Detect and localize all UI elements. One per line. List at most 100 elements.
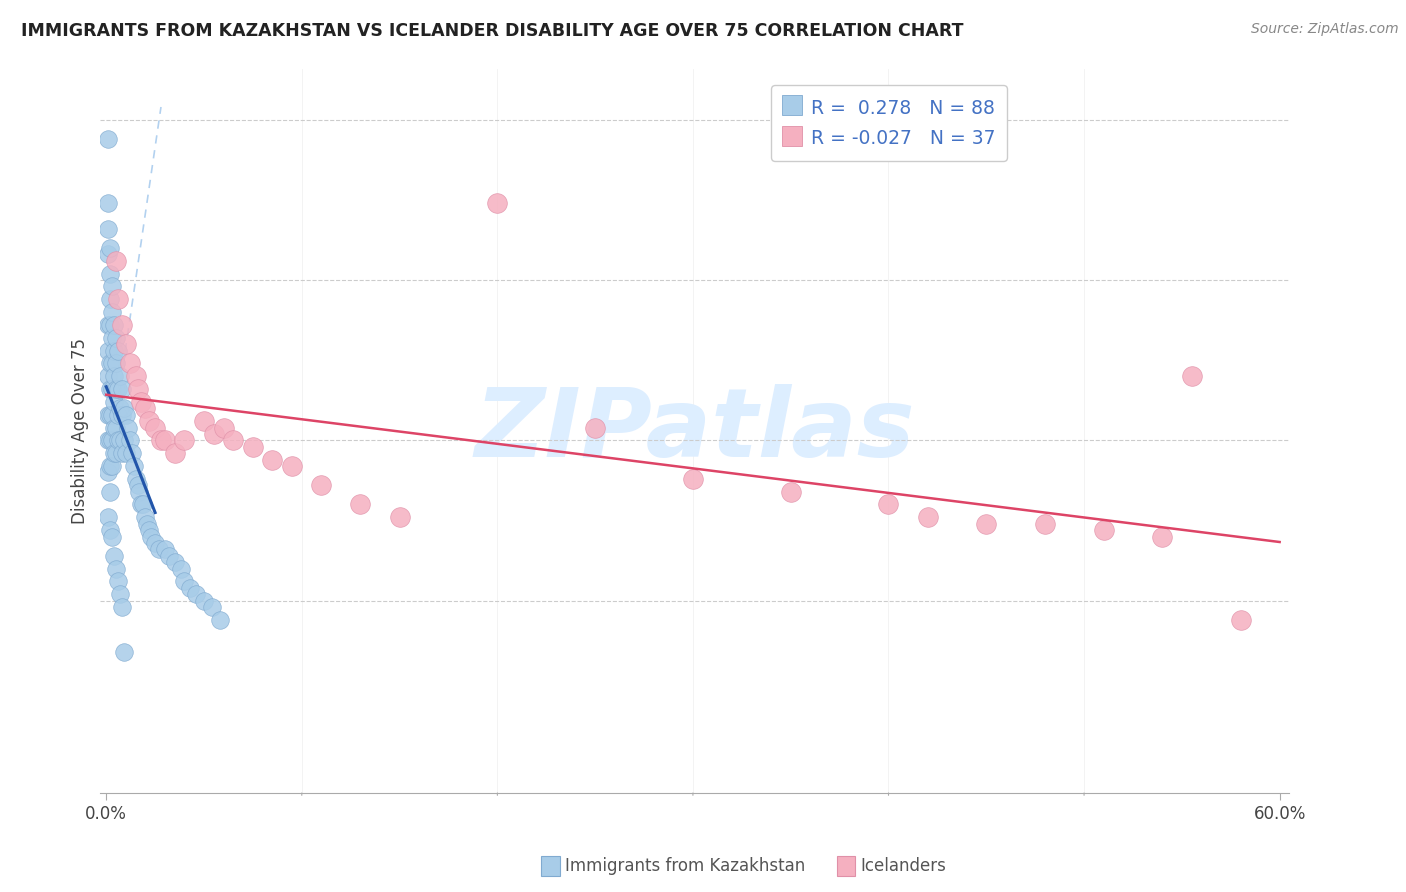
Point [97,247,120,261]
Text: Source: ZipAtlas.com: Source: ZipAtlas.com [1251,22,1399,37]
Point [143,420,166,434]
Point [108,587,131,601]
Point [163,446,186,460]
Point [222,434,245,448]
Point [108,369,131,384]
Point [101,279,124,293]
Point [98,241,121,255]
Point [98,408,121,422]
Point [107,434,129,448]
Point [114,337,136,351]
Point [153,434,176,448]
Point [105,253,128,268]
Point [97,369,120,384]
Point [107,382,129,396]
Point [127,478,149,492]
Point [103,549,125,563]
Text: ZIPatlas: ZIPatlas [475,384,915,477]
Point [98,318,121,332]
Point [98,523,121,537]
Point [97,510,120,524]
Point [111,318,134,332]
Point [112,401,135,416]
Point [281,458,304,473]
Point [101,458,124,473]
Point [98,267,121,281]
Point [98,293,121,307]
Point [103,343,125,358]
Point [101,356,124,370]
Point [105,382,128,396]
Point [98,484,121,499]
Point [1092,523,1115,537]
Point [193,593,215,607]
Point [101,382,124,396]
Point [349,498,371,512]
Point [107,408,129,422]
Point [97,408,120,422]
Point [108,401,131,416]
Point [118,356,141,370]
Point [1229,613,1251,627]
Point [311,478,333,492]
Point [143,536,166,550]
Point [138,414,160,428]
Point [112,434,135,448]
Point [974,516,997,531]
Point [105,561,128,575]
Point [202,426,225,441]
Point [131,498,153,512]
Point [103,420,125,434]
Point [138,523,160,537]
Point [98,382,121,396]
Point [127,382,149,396]
Point [111,446,134,460]
Point [103,446,125,460]
Point [97,196,120,211]
Point [103,318,125,332]
Point [97,466,120,480]
Point [122,458,145,473]
Point [136,516,159,531]
Point [917,510,939,524]
Point [262,452,284,467]
Point [153,542,176,557]
Point [105,420,128,434]
Point [98,434,121,448]
Point [101,305,124,319]
Text: IMMIGRANTS FROM KAZAKHSTAN VS ICELANDER DISABILITY AGE OVER 75 CORRELATION CHART: IMMIGRANTS FROM KAZAKHSTAN VS ICELANDER … [21,22,963,40]
Point [112,645,135,659]
Point [208,613,231,627]
Point [132,498,155,512]
Point [1152,529,1174,543]
Point [101,529,124,543]
Point [134,401,156,416]
Point [105,446,128,460]
Point [111,382,134,396]
Point [111,600,134,615]
Point [97,318,120,332]
Point [682,472,704,486]
Point [1033,516,1056,531]
Point [148,542,170,557]
Point [179,581,201,595]
Point [877,498,900,512]
Point [242,440,264,454]
Point [193,414,215,428]
Point [98,458,121,473]
Point [212,420,235,434]
Point [101,408,124,422]
Point [149,434,172,448]
Point [107,343,129,358]
Point [1181,369,1204,384]
Point [97,434,120,448]
Point [173,434,195,448]
Point [107,293,129,307]
Point [169,561,191,575]
Text: Icelanders: Icelanders [860,857,946,875]
Point [103,395,125,409]
Point [97,222,120,236]
Point [486,196,509,211]
Legend: R =  0.278   N = 88, R = -0.027   N = 37: R = 0.278 N = 88, R = -0.027 N = 37 [772,85,1007,161]
Point [134,510,156,524]
